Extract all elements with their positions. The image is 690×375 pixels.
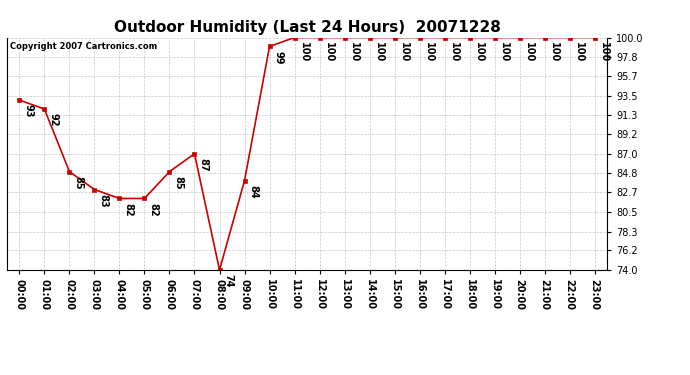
Text: 85: 85: [74, 176, 83, 189]
Text: 82: 82: [124, 202, 134, 216]
Text: 99: 99: [274, 51, 284, 64]
Text: 100: 100: [299, 42, 308, 62]
Text: 100: 100: [549, 42, 559, 62]
Text: 93: 93: [23, 104, 34, 118]
Text: 100: 100: [399, 42, 408, 62]
Text: 100: 100: [448, 42, 459, 62]
Text: 83: 83: [99, 194, 108, 207]
Text: 100: 100: [474, 42, 484, 62]
Text: 100: 100: [424, 42, 434, 62]
Text: 92: 92: [48, 113, 59, 127]
Text: 100: 100: [599, 42, 609, 62]
Text: Copyright 2007 Cartronics.com: Copyright 2007 Cartronics.com: [10, 42, 157, 51]
Text: 100: 100: [348, 42, 359, 62]
Text: 82: 82: [148, 202, 159, 216]
Title: Outdoor Humidity (Last 24 Hours)  20071228: Outdoor Humidity (Last 24 Hours) 2007122…: [114, 20, 500, 35]
Text: 85: 85: [174, 176, 184, 189]
Text: 100: 100: [574, 42, 584, 62]
Text: 84: 84: [248, 185, 259, 198]
Text: 87: 87: [199, 158, 208, 171]
Text: 100: 100: [499, 42, 509, 62]
Text: 74: 74: [224, 274, 234, 288]
Text: 100: 100: [324, 42, 334, 62]
Text: 100: 100: [524, 42, 534, 62]
Text: 100: 100: [374, 42, 384, 62]
